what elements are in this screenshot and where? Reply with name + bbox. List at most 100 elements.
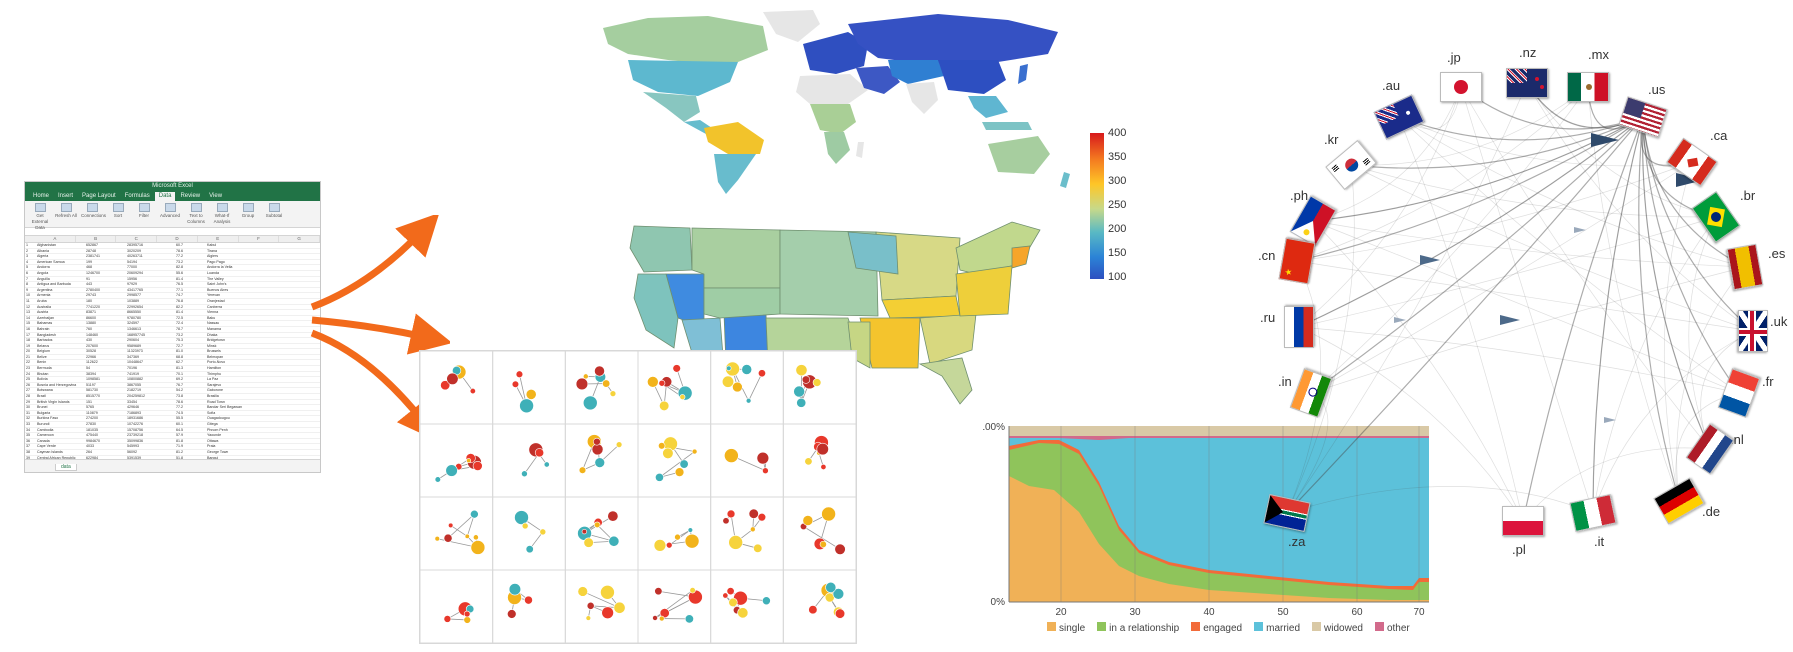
table-cell[interactable]: 31 [26,410,30,415]
table-cell[interactable]: Albania [37,248,49,253]
table-cell[interactable]: 39 [26,455,30,460]
table-cell[interactable]: Andorra [37,265,50,270]
table-cell[interactable]: Antigua and Barbuda [37,282,71,287]
table-cell[interactable]: 82.8 [176,265,183,270]
table-cell[interactable]: 10 [26,293,30,298]
table-cell[interactable]: 62.7 [176,360,183,365]
table-cell[interactable]: 168957745 [127,332,145,337]
table-row[interactable]: 24 Bhutan 38394 741919 70.1 Thimphu [25,372,320,378]
table-cell[interactable]: Manama [207,326,221,331]
table-cell[interactable]: 81.4 [176,310,183,315]
table-cell[interactable]: 22992654 [127,304,143,309]
mexico-flag-icon[interactable] [1567,72,1609,102]
table-cell[interactable]: 83871 [86,310,96,315]
table-row[interactable]: 28 Brazil 8515770 204259812 73.8 Brasilia [25,394,320,400]
table-cell[interactable]: Bahrain [37,326,50,331]
table-cell[interactable]: 4033 [86,444,94,449]
table-cell[interactable]: 27 [26,388,30,393]
table-cell[interactable]: Road Town [207,399,225,404]
table-cell[interactable]: 35099836 [127,438,143,443]
table-cell[interactable]: 33454 [127,399,137,404]
table-cell[interactable]: 51.8 [176,455,183,460]
table-cell[interactable]: Brunei [37,405,48,410]
table-cell[interactable]: Brasilia [207,394,219,399]
ribbon-tab[interactable]: Home [33,193,50,199]
ribbon-tab[interactable]: Page Layout [82,193,116,199]
ribbon-tab[interactable]: View [209,193,223,199]
russia-flag-icon[interactable] [1284,306,1314,348]
table-cell[interactable]: 30528 [86,349,96,354]
table-cell[interactable]: 51197 [86,382,96,387]
table-cell[interactable]: The Valley [207,276,224,281]
table-cell[interactable]: 13880 [86,321,96,326]
table-cell[interactable]: 545993 [127,444,139,449]
table-cell[interactable]: 18931686 [127,416,143,421]
table-cell[interactable]: 77.1 [176,287,183,292]
table-cell[interactable]: Afghanistan [37,243,56,247]
table-cell[interactable]: Saint John's [207,282,227,287]
table-cell[interactable]: 22 [26,360,30,365]
table-cell[interactable]: 290604 [127,338,139,343]
poland-flag-icon[interactable] [1502,506,1544,536]
table-cell[interactable]: 429646 [127,405,139,410]
table-cell[interactable]: 81.4 [176,276,183,281]
table-cell[interactable]: Cambodia [37,427,54,432]
table-cell[interactable]: Baku [207,315,216,320]
table-cell[interactable]: 180 [86,298,92,303]
table-row[interactable]: 21 Belize 22966 347369 68.8 Belmopan [25,355,320,361]
table-cell[interactable]: 19 [26,343,30,348]
ribbon-tab[interactable]: Formulas [124,193,150,199]
ribbon-tab[interactable]: Review [180,193,201,199]
table-row[interactable]: 7 Anguilla 91 15956 81.4 The Valley [25,277,320,283]
table-cell[interactable]: Botswana [37,388,53,393]
table-cell[interactable]: 3867055 [127,382,141,387]
table-cell[interactable]: 11323973 [127,349,143,354]
table-cell[interactable]: 148460 [86,332,98,337]
table-cell[interactable]: Belmopan [207,354,224,359]
table-cell[interactable]: 40263711 [127,254,143,259]
table-cell[interactable]: 57.9 [176,433,183,438]
table-cell[interactable]: 2780400 [86,287,100,292]
table-cell[interactable]: 77.2 [176,254,183,259]
table-cell[interactable]: Australia [37,304,51,309]
table-cell[interactable]: Canberra [207,304,222,309]
table-cell[interactable]: 86600 [86,315,96,320]
table-cell[interactable]: 60.1 [176,422,183,426]
table-cell[interactable]: Buenos Aires [207,287,229,292]
table-cell[interactable]: 8665550 [127,310,141,315]
table-cell[interactable]: 110879 [86,410,98,415]
table-cell[interactable]: Cape Verde [37,444,56,449]
table-cell[interactable]: Bangui [207,455,219,460]
table-cell[interactable]: 28395716 [127,243,143,247]
table-cell[interactable]: 76.7 [176,382,183,387]
table-cell[interactable]: Dhaka [207,332,218,337]
table-cell[interactable]: 9 [26,287,28,292]
table-cell[interactable]: 81.0 [176,349,183,354]
ribbon-button[interactable]: Filter [133,203,155,225]
table-cell[interactable]: Ottawa [207,438,219,443]
table-cell[interactable]: Sofia [207,410,216,415]
table-cell[interactable]: 13 [26,310,30,315]
table-row[interactable]: 19 Belarus 207600 9589689 72.7 Minsk [25,344,320,350]
table-cell[interactable]: 78.6 [176,399,183,404]
table-cell[interactable]: 760 [86,326,92,331]
table-cell[interactable]: Burkina Faso [37,416,59,421]
table-cell[interactable]: 74.5 [176,410,183,415]
table-cell[interactable]: Bangladesh [37,332,56,337]
table-cell[interactable]: 324597 [127,321,139,326]
table-cell[interactable]: 29743 [86,293,96,298]
table-cell[interactable]: 43417765 [127,287,143,292]
table-cell[interactable]: 10448647 [127,360,143,365]
table-cell[interactable]: American Samoa [37,259,65,264]
table-cell[interactable]: 1 [26,243,28,247]
table-cell[interactable]: 91 [86,276,90,281]
table-cell[interactable]: Bahamas [37,321,53,326]
table-row[interactable]: 3 Algeria 2381741 40263711 77.2 Algiers [25,254,320,260]
table-cell[interactable]: Vienna [207,310,219,315]
table-cell[interactable]: 75.4 [175,472,206,473]
ribbon-button[interactable]: Group [237,203,259,225]
table-cell[interactable]: 1367485388 [126,472,175,473]
ribbon-button[interactable]: Get External Data [29,203,51,230]
table-cell[interactable]: 9596960 [85,472,126,473]
ribbon-button[interactable]: Sort [107,203,129,225]
